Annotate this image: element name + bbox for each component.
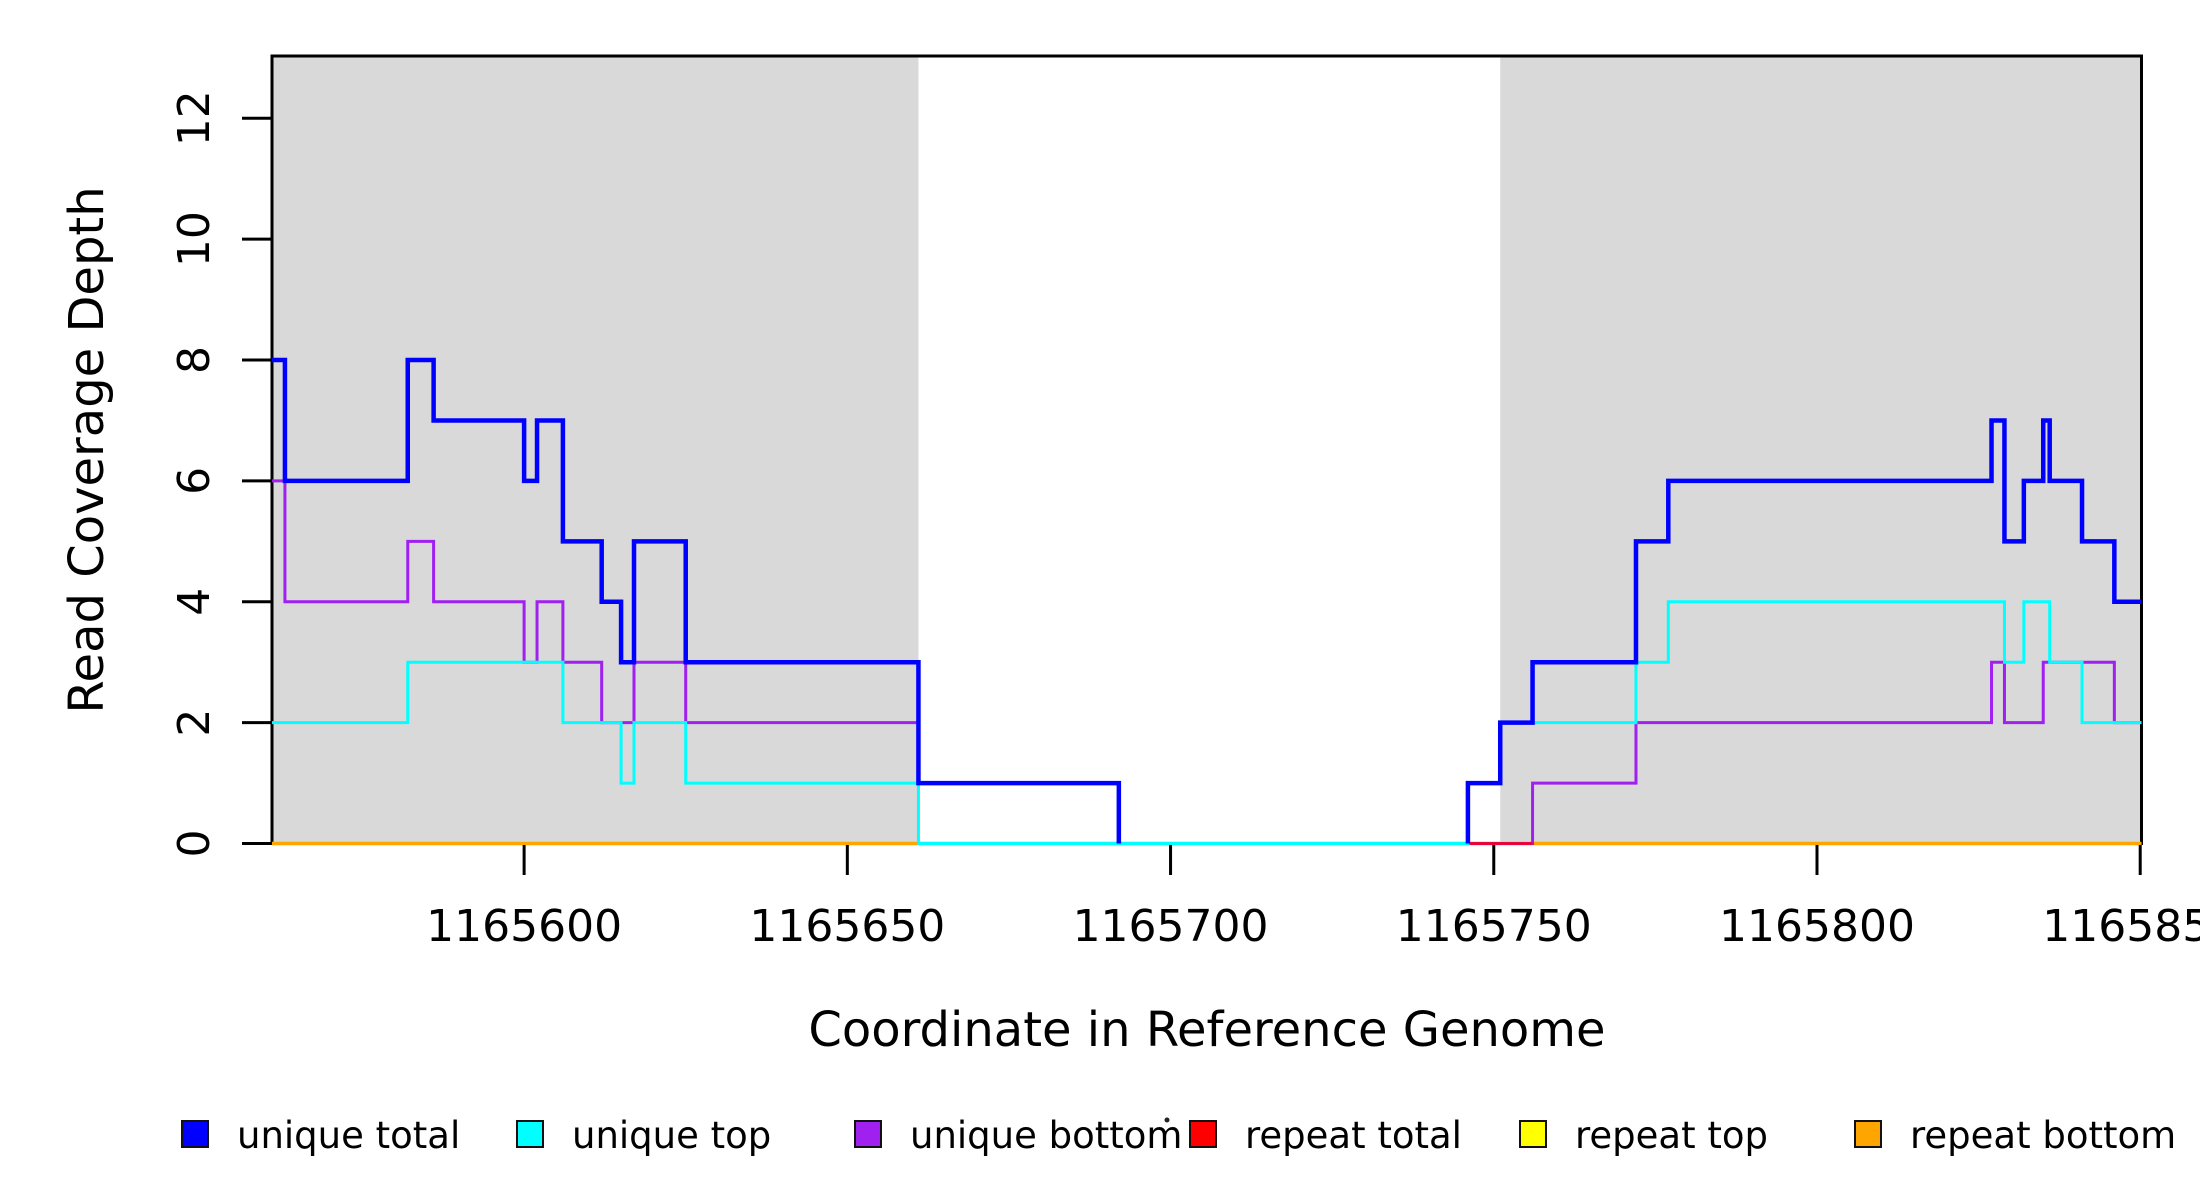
y-tick-label: 8 [169,346,220,374]
shaded-regions [272,56,2142,844]
y-axis-title: Read Coverage Depth [59,186,115,713]
legend-label-unique-bottom: unique bottom [910,1114,1182,1157]
legend-swatch-repeat-total [1189,1120,1217,1148]
series-unique-bottom [272,479,2142,845]
legend-swatch-unique-bottom [854,1120,882,1148]
y-tick-label: 6 [169,467,220,495]
y-tick-label: 10 [169,211,220,267]
legend-swatch-unique-top [516,1120,544,1148]
legend-label-repeat-top: repeat top [1575,1114,1768,1157]
shaded-region [1500,56,2142,844]
x-axis-title: Coordinate in Reference Genome [808,1002,1605,1058]
series-unique-total-right [1465,418,2142,844]
x-tick-label: 1165750 [1396,901,1592,952]
y-tick-label: 2 [169,709,220,737]
x-tick-label: 1165650 [749,901,945,952]
series-unique-total-left [272,357,1122,844]
stray-dot [1164,1117,1170,1123]
y-axis-ticks: 0 2 4 6 8 10 12 [169,90,272,858]
legend-label-repeat-bottom: repeat bottom [1910,1114,2176,1157]
legend-swatch-repeat-top [1519,1120,1547,1148]
legend-label-unique-top: unique top [572,1114,771,1157]
legend-swatch-unique-total [181,1120,209,1148]
coverage-lines [272,357,2142,846]
y-tick-label: 12 [169,90,220,146]
legend-label-repeat-total: repeat total [1245,1114,1462,1157]
x-tick-label: 1165600 [426,901,622,952]
legend-label-unique-total: unique total [237,1114,460,1157]
y-tick-label: 0 [169,830,220,858]
shaded-region [272,56,919,844]
legend: unique total unique top unique bottom repea… [181,1114,2176,1157]
y-tick-label: 4 [169,588,220,616]
legend-swatch-repeat-bottom [1854,1120,1882,1148]
x-tick-label: 1165800 [1719,901,1915,952]
x-axis-ticks: 1165600 1165650 1165700 1165750 1165800 11658… [426,845,2200,952]
x-tick-label: 1165700 [1073,901,1269,952]
